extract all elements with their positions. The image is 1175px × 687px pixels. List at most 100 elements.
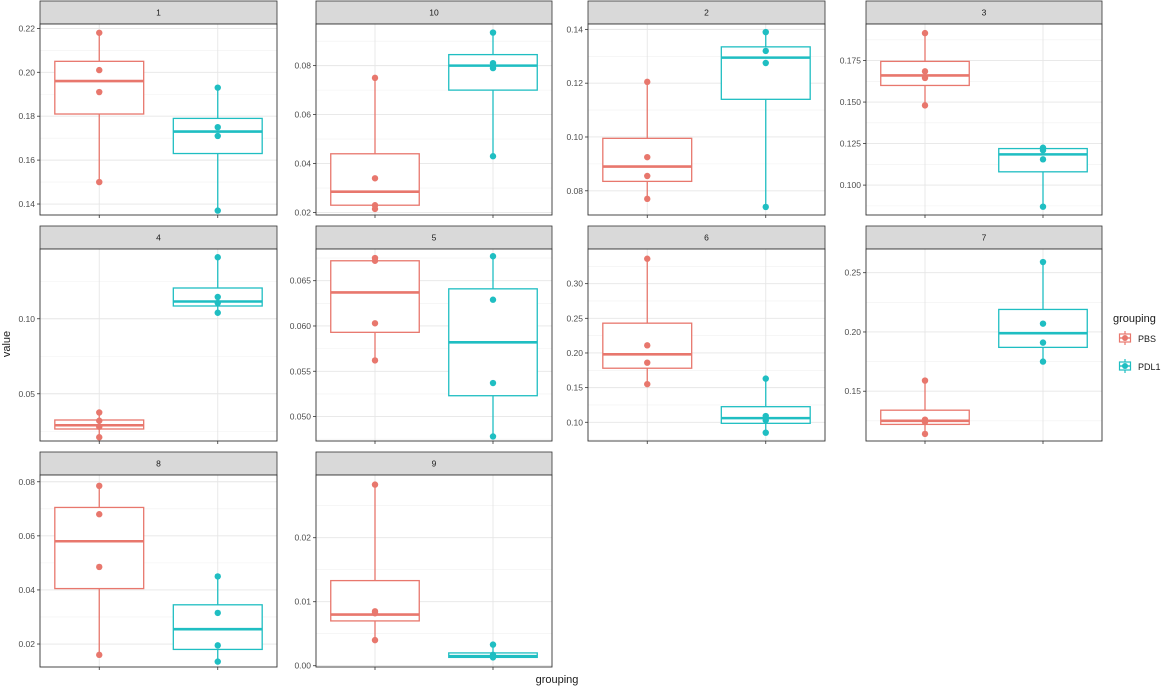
data-point [921, 74, 929, 82]
panel-9-y-tick-label: 0.00 [294, 661, 311, 671]
data-point [214, 84, 221, 91]
panel-8-strip-label: 8 [156, 459, 161, 469]
data-point [644, 195, 651, 203]
panel-9-border [315, 474, 553, 668]
data-point [489, 379, 497, 387]
panel-8-y-tick-label: 0.06 [18, 531, 35, 541]
data-point [96, 178, 103, 186]
panel-10-y-tick-label: 0.02 [294, 208, 311, 218]
data-point [762, 28, 769, 36]
data-point [762, 59, 769, 67]
panel-2-border [587, 23, 826, 216]
data-point [371, 175, 379, 182]
panel-6-y-tick-label: 0.15 [566, 383, 583, 393]
panel-10-border [315, 23, 553, 216]
panel-6-box-pdl1 [720, 375, 811, 436]
data-point [96, 423, 103, 430]
panel-2-y-tick-label: 0.12 [566, 78, 583, 88]
panel-5: 5 0.050 0.055 0.060 0.065 [290, 225, 553, 444]
data-point [214, 132, 221, 140]
data-point [214, 293, 221, 301]
panel-3-border [865, 23, 1103, 216]
data-point [96, 409, 103, 416]
data-point [96, 434, 103, 441]
legend-label-pdl1: PDL1 [1138, 362, 1161, 372]
y-axis-title: value [1, 331, 13, 357]
panel-5-y-tick-label: 0.060 [290, 321, 312, 331]
panel-4-box-pdl1 [172, 254, 263, 316]
data-point [489, 153, 497, 160]
box [54, 506, 145, 590]
panel-6-y-tick-label: 0.20 [566, 348, 583, 358]
panel-4-box-pbs [54, 409, 145, 441]
panel-5-y-tick-label: 0.050 [290, 412, 312, 422]
legend-glyph-pdl1 [1118, 359, 1132, 373]
legend-item-pbs: PBS [1117, 330, 1156, 346]
panel-5-box-pbs [330, 254, 420, 364]
legend-label-pbs: PBS [1138, 334, 1156, 344]
panel-1-y-tick-label: 0.20 [18, 67, 35, 77]
panel-5-strip-label: 5 [432, 233, 437, 243]
panel-7-box-pbs [880, 377, 970, 438]
legend: grouping PBS PDL1 [1113, 313, 1161, 374]
data-point [1039, 320, 1047, 327]
panel-10-y-tick-label: 0.08 [294, 61, 311, 71]
panel-6-box-pbs [602, 255, 693, 388]
data-point [371, 357, 379, 364]
panel-6-strip-label: 6 [704, 233, 709, 243]
data-point [921, 430, 929, 438]
panel-7-border [865, 248, 1103, 442]
panel-6-y-tick-label: 0.25 [566, 313, 583, 323]
data-point [489, 433, 497, 440]
data-point [1039, 147, 1047, 154]
data-point [921, 377, 929, 384]
panel-3-y-tick-label: 0.100 [840, 180, 862, 190]
data-point [96, 482, 103, 490]
data-point [214, 573, 221, 580]
panel-10-y-tick-label: 0.04 [294, 159, 311, 169]
data-point [921, 102, 929, 109]
panel-2: 2 0.08 0.10 0.12 0.14 [566, 0, 826, 218]
panel-8: 8 0.02 0.04 0.06 0.08 [18, 451, 278, 670]
panel-3-background [866, 24, 1102, 215]
panel-4-border [39, 248, 278, 442]
panel-2-y-tick-label: 0.08 [566, 186, 583, 196]
panel-10-strip-label: 10 [429, 8, 439, 18]
data-point [214, 123, 221, 131]
panel-8-border [39, 474, 278, 668]
panel-6-y-tick-label: 0.10 [566, 417, 583, 427]
data-point [1039, 156, 1047, 163]
box [448, 53, 538, 91]
data-point [644, 172, 651, 180]
data-point [489, 59, 497, 67]
panel-8-y-tick-label: 0.04 [18, 585, 35, 595]
panel-7-y-tick-label: 0.15 [844, 386, 861, 396]
legend-item-pdl1: PDL1 [1117, 358, 1161, 374]
data-point [489, 64, 497, 72]
panel-3: 3 0.100 0.125 0.150 0.175 [840, 0, 1103, 218]
data-point [644, 359, 651, 366]
facet-panels: 10.140.160.180.200.22100.020.040.060.082… [18, 0, 1103, 671]
data-point [921, 68, 929, 75]
data-point [371, 257, 379, 264]
data-point [96, 66, 103, 74]
panel-5-y-tick-label: 0.055 [290, 366, 312, 376]
panel-7-y-tick-label: 0.20 [844, 327, 861, 337]
panel-4-y-tick-label: 0.10 [18, 314, 35, 324]
panel-4-y-tick-label: 0.05 [18, 389, 35, 399]
panel-5-border [315, 248, 553, 442]
data-point [371, 205, 379, 213]
data-point [214, 254, 221, 261]
data-point [644, 380, 651, 388]
panel-1-y-tick-label: 0.14 [18, 199, 35, 209]
data-point [762, 417, 769, 424]
data-point [371, 610, 379, 617]
data-point [489, 641, 497, 648]
panel-4: 4 0.05 0.10 [18, 225, 278, 444]
panel-5-box-pdl1 [448, 253, 538, 440]
panel-10: 10 0.02 0.04 0.06 0.08 [294, 0, 553, 218]
panel-7: 7 0.15 0.20 0.25 [844, 225, 1103, 444]
panel-3-y-tick-label: 0.125 [840, 139, 862, 149]
panel-1-y-tick-label: 0.16 [18, 155, 35, 165]
data-point [371, 636, 379, 644]
